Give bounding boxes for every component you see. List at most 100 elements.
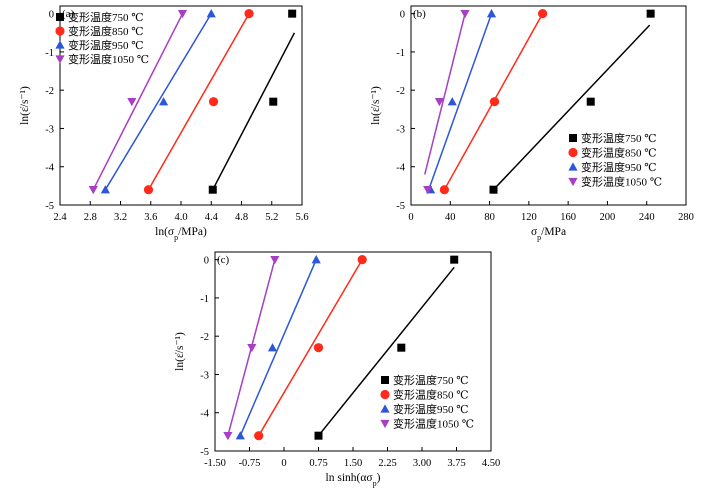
legend-entry: 变形温度950 ℃ [68, 38, 144, 52]
data-point-series-3 [159, 97, 169, 106]
fit-line-series-3 [239, 259, 317, 436]
y-tick-label: -4 [396, 163, 405, 174]
data-point-series-1 [208, 185, 217, 194]
data-point-series-1 [269, 97, 278, 106]
data-point-series-1 [288, 9, 297, 18]
data-point-series-2 [538, 9, 548, 19]
data-point-series-3 [235, 431, 245, 440]
legend-entry: 变形温度750 ℃ [393, 373, 469, 387]
legend-marker [55, 40, 65, 49]
fit-line-series-1 [492, 24, 651, 191]
y-axis-label: ln(ε̇/s⁻¹) [174, 332, 186, 371]
data-point-series-1 [646, 9, 655, 18]
x-tick-label: 40 [445, 212, 456, 223]
data-point-series-1 [489, 185, 498, 194]
panel-label: (b) [413, 8, 426, 20]
y-tick-label: -2 [396, 86, 405, 97]
chart-panel-1: 2.4 2.8 3.2 3.6 4.0 4.4 4.8 5.2 5.6 0 -1 -2 -3 -4 -5 ln… [19, 5, 309, 242]
legend-marker [568, 162, 578, 171]
data-point-series-4 [434, 97, 445, 107]
data-point-series-4 [247, 343, 257, 353]
data-point-series-3 [311, 255, 321, 264]
legend-marker [380, 404, 390, 413]
data-point-series-2 [357, 255, 367, 265]
x-tick-label: -0.75 [239, 458, 261, 469]
legend-entry: 变形温度1050 ℃ [393, 417, 474, 431]
legend-marker [380, 419, 390, 429]
y-tick-label: -3 [45, 124, 54, 135]
x-tick-label: 4.0 [174, 212, 187, 223]
legend-entry: 变形温度850 ℃ [393, 388, 469, 402]
data-point-series-1 [450, 255, 459, 264]
x-tick-label: 2.25 [378, 458, 396, 469]
x-tick-label: 4.50 [482, 458, 500, 469]
legend-marker [56, 13, 64, 21]
x-tick-label: 120 [521, 212, 537, 223]
x-tick-label: 2.8 [84, 212, 97, 223]
y-tick-label: 0 [204, 256, 209, 267]
y-tick-label: -5 [396, 201, 405, 212]
legend-entry: 变形温度950 ℃ [393, 402, 469, 416]
chart-panel-3: -1.50 -0.75 0 0.75 1.50 2.25 3.00 3.75 4.50 0 -1 -2… [174, 251, 500, 488]
legend-marker [381, 376, 389, 384]
data-point-series-2 [489, 97, 500, 107]
data-point-series-1 [314, 431, 323, 440]
y-tick-label: -1 [396, 48, 405, 59]
legend-marker [380, 389, 390, 400]
data-point-series-4 [127, 97, 137, 107]
chart-panel-2: 0 40 80 120 160 200 240 280 0 -1 -2 -3 -4 -5 σp/MPa ln(… [370, 5, 694, 242]
data-point-series-2 [313, 343, 324, 353]
x-axis-label: σp/MPa [531, 226, 566, 242]
legend-entry: 变形温度750 ℃ [68, 10, 144, 24]
x-tick-label: 3.00 [413, 458, 431, 469]
y-tick-label: -5 [45, 201, 54, 212]
fit-line-series-1 [212, 32, 296, 191]
plot-frame [410, 5, 687, 206]
data-point-series-2 [244, 9, 254, 19]
legend-entry: 变形温度850 ℃ [581, 146, 657, 160]
y-tick-label: 0 [49, 10, 54, 21]
fit-line-series-3 [104, 13, 212, 191]
y-axis-label: ln(ε̇/s⁻¹) [19, 86, 31, 125]
fit-line-series-4 [92, 13, 184, 191]
data-point-series-4 [423, 186, 433, 195]
panel-label: (a) [62, 8, 75, 20]
legend-entry: 变形温度1050 ℃ [581, 175, 662, 189]
data-point-series-3 [486, 9, 497, 18]
y-tick-label: -3 [200, 370, 209, 381]
x-tick-label: 4.8 [235, 212, 248, 223]
x-axis-label: ln sinh(ασp) [326, 472, 381, 488]
data-point-series-2 [439, 185, 449, 195]
x-tick-label: 200 [600, 212, 616, 223]
fit-line-series-2 [147, 13, 250, 191]
x-tick-label: 0 [281, 458, 286, 469]
x-axis-label: ln(σp/MPa) [155, 226, 207, 242]
legend-marker [568, 177, 578, 187]
data-point-series-3 [447, 97, 457, 106]
x-tick-label: 160 [560, 212, 576, 223]
data-point-series-3 [267, 343, 278, 352]
x-tick-label: 3.75 [447, 458, 465, 469]
fit-line-series-3 [427, 13, 493, 190]
y-tick-label: -2 [200, 332, 209, 343]
data-point-series-4 [270, 255, 280, 265]
data-point-series-4 [88, 186, 98, 195]
data-point-series-4 [223, 432, 233, 441]
data-point-series-2 [143, 185, 154, 195]
x-tick-label: -1.50 [204, 458, 226, 469]
fit-line-series-2 [258, 259, 363, 437]
legend-marker [55, 26, 65, 36]
data-point-series-1 [586, 97, 595, 106]
x-tick-label: 3.2 [114, 212, 127, 223]
legend-marker [569, 134, 577, 142]
y-tick-label: -4 [200, 409, 209, 420]
y-tick-label: 0 [400, 10, 405, 21]
fit-line-series-4 [424, 13, 466, 175]
y-tick-label: -4 [45, 163, 54, 174]
x-tick-label: 4.4 [205, 212, 219, 223]
data-point-series-2 [254, 431, 264, 441]
